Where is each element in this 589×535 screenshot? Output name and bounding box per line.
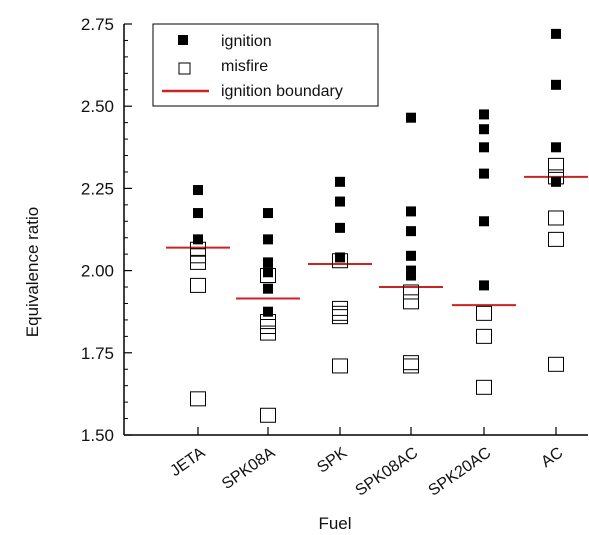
boundary-layer <box>166 175 588 307</box>
ignition-point <box>193 185 203 196</box>
misfire-point <box>476 379 492 395</box>
misfire-point <box>260 325 276 341</box>
misfire-point <box>190 391 206 407</box>
x-axis-label: Fuel <box>318 514 351 533</box>
misfire-point <box>403 358 419 374</box>
ignition-point <box>479 216 489 227</box>
x-tick-label: AC <box>538 444 566 471</box>
misfire-point <box>548 231 564 247</box>
ignition-point <box>479 280 489 291</box>
misfire-point <box>476 305 492 321</box>
misfire-layer <box>190 157 564 423</box>
x-tick-label: JETA <box>167 444 208 480</box>
ignition-point <box>335 252 345 263</box>
y-tick-label: 1.75 <box>81 344 114 363</box>
ignition-point <box>263 234 273 245</box>
ignition-point <box>479 109 489 120</box>
legend-misfire-label: misfire <box>221 58 268 75</box>
misfire-point <box>548 157 564 173</box>
ignition-point <box>335 196 345 207</box>
misfire-point <box>332 300 348 316</box>
ignition-point <box>263 257 273 268</box>
ignition-point <box>406 112 416 123</box>
ignition-point <box>406 250 416 261</box>
x-tick-label: SPK08A <box>219 444 279 493</box>
legend-ignition-label: ignition <box>221 33 272 50</box>
ignition-point <box>193 208 203 219</box>
ignition-point <box>551 28 561 39</box>
ignition-point <box>479 168 489 179</box>
y-axis-label: Equivalence ratio <box>23 207 42 337</box>
ignition-point <box>335 176 345 187</box>
y-tick-label: 2.50 <box>81 97 114 116</box>
misfire-point <box>332 358 348 374</box>
ignition-point <box>551 176 561 187</box>
ignition-point <box>406 226 416 237</box>
ignition-point <box>406 270 416 281</box>
ignition-point <box>479 124 489 135</box>
x-tick-label: SPK <box>314 444 350 476</box>
ignition-point <box>263 306 273 317</box>
x-tick-label: SPK08AC <box>353 444 422 499</box>
ignition-point <box>551 142 561 153</box>
ignition-point <box>335 222 345 233</box>
legend: ignition misfire ignition boundary <box>152 23 379 107</box>
ignition-layer <box>193 28 561 317</box>
ignition-point <box>263 208 273 219</box>
y-tick-label: 1.50 <box>81 426 114 445</box>
axes <box>123 23 588 436</box>
ignition-point <box>193 234 203 245</box>
misfire-point <box>548 210 564 226</box>
misfire-point <box>332 305 348 321</box>
misfire-point <box>403 294 419 310</box>
ignition-point <box>406 206 416 217</box>
misfire-point <box>403 284 419 300</box>
misfire-point <box>332 309 348 325</box>
y-tick-label: 2.75 <box>81 15 114 34</box>
ignition-point <box>263 283 273 294</box>
legend-ignition-marker <box>178 35 188 45</box>
ignition-point <box>551 79 561 90</box>
legend-misfire-marker <box>178 62 191 75</box>
ignition-point <box>479 142 489 153</box>
misfire-point <box>190 277 206 293</box>
x-tick-label: SPK20AC <box>426 444 495 499</box>
misfire-point <box>190 254 206 270</box>
misfire-point <box>548 356 564 372</box>
misfire-point <box>476 328 492 344</box>
y-tick-label: 2.25 <box>81 179 114 198</box>
y-tick-label: 2.00 <box>81 262 114 281</box>
legend-boundary-label: ignition boundary <box>221 83 343 100</box>
misfire-point <box>403 355 419 371</box>
misfire-point <box>260 407 276 423</box>
ignition-point <box>263 267 273 278</box>
